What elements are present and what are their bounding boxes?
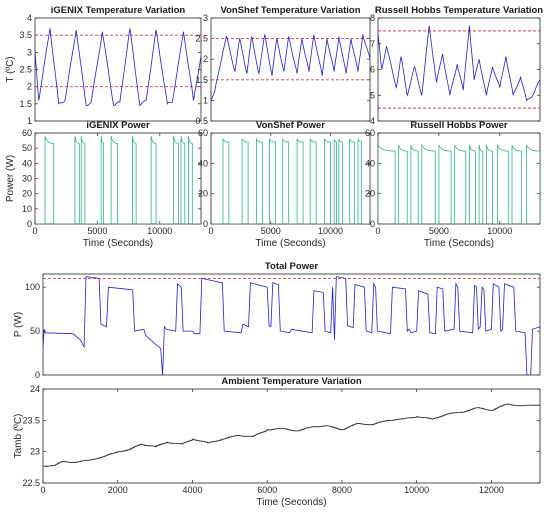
plot-area-frame [210, 17, 371, 122]
y-tick-label: 2 [203, 54, 208, 64]
igenix-temperature-chart: iGENIX Temperature Variation 1 1.5 2 2.5 3 3.5… [5, 5, 202, 126]
y-axis-label: T (ºC) [5, 56, 16, 82]
ambient-temperature-chart: Ambient Temperature Variation 22.5 23 23.5 2… [13, 376, 541, 508]
y-tick-label: 40 [22, 158, 32, 168]
igenix-power-chart: iGENIX Power 0 10 20 30 40 50 60 0 5000 10000 Time … [5, 120, 202, 249]
plot-area-frame [42, 273, 541, 376]
y-tick-label: 2 [27, 82, 32, 92]
x-axis-label: Time (Seconds) [256, 497, 326, 508]
y-tick-label: 100 [25, 282, 40, 292]
y-tick-label: 22.5 [22, 478, 40, 488]
x-tick-label: 6000 [257, 485, 277, 495]
vonshef-temperature-chart: VonShef Temperature Variation 0.5 1 1.5 2 2.5… [195, 5, 371, 126]
x-axis-label: Time (Seconds) [255, 238, 325, 249]
y-tick-label: 40 [198, 158, 208, 168]
y-tick-label: 1 [27, 116, 32, 126]
y-tick-label: 23 [30, 447, 40, 457]
y-tick-label: 8 [370, 13, 375, 23]
x-axis-label: Time (Seconds) [424, 238, 494, 249]
y-tick-label: 50 [22, 143, 32, 153]
y-tick-label: 3 [203, 13, 208, 23]
x-tick-label: 5000 [87, 226, 107, 236]
plot-area-frame [34, 17, 202, 122]
russell-hobbs-power-chart: Russell Hobbs Power 0 20 40 60 0 5000 10000 Time… [365, 120, 541, 249]
series-line [43, 403, 540, 467]
y-tick-label: 0 [27, 219, 32, 229]
x-tick-label: 10000 [147, 226, 172, 236]
series-line [35, 28, 201, 107]
y-tick-label: 23.5 [22, 415, 40, 425]
y-axis-label: Power (W) [5, 155, 16, 202]
x-tick-label: 0 [208, 226, 213, 236]
series-line [43, 276, 540, 375]
y-tick-label: 0 [35, 370, 40, 380]
y-axis-label: Tamb (ºC) [13, 414, 24, 459]
total-power-chart: Total Power 0 50 100 P (W) [13, 261, 541, 380]
series-line [211, 137, 370, 224]
x-tick-label: 8000 [332, 485, 352, 495]
plot-area-frame [210, 132, 371, 225]
x-tick-label: 2000 [108, 485, 128, 495]
y-tick-label: 1.5 [19, 99, 32, 109]
chart-title: Ambient Temperature Variation [221, 376, 361, 387]
y-tick-label: 4 [370, 116, 375, 126]
y-tick-label: 4 [27, 13, 32, 23]
x-tick-label: 5000 [429, 226, 449, 236]
y-tick-label: 0 [203, 219, 208, 229]
chart-title: iGENIX Temperature Variation [51, 5, 186, 16]
y-tick-label: 40 [365, 158, 375, 168]
plot-area-frame [34, 132, 202, 225]
y-tick-label: 60 [365, 128, 375, 138]
vonshef-power-chart: VonShef Power 0 20 40 60 0 5000 10000 Time (Seco… [198, 120, 371, 249]
series-line [35, 135, 201, 224]
y-tick-label: 30 [22, 174, 32, 184]
x-axis-label: Time (Seconds) [83, 238, 153, 249]
plot-area-frame [42, 388, 541, 484]
plot-area-frame [377, 132, 541, 225]
x-tick-label: 0 [40, 485, 45, 495]
chart-title: VonShef Temperature Variation [220, 5, 360, 16]
russell-hobbs-temperature-chart: Russell Hobbs Temperature Variation 4 5 6 7 8 [370, 5, 543, 126]
chart-title: Russell Hobbs Temperature Variation [375, 5, 543, 16]
y-tick-label: 50 [30, 326, 40, 336]
x-tick-label: 10000 [318, 226, 343, 236]
plot-area-frame [377, 17, 541, 122]
y-tick-label: 1 [203, 95, 208, 105]
y-tick-label: 60 [22, 128, 32, 138]
y-tick-label: 20 [22, 189, 32, 199]
y-tick-label: 20 [198, 189, 208, 199]
y-tick-label: 0.5 [195, 116, 208, 126]
y-tick-label: 3 [27, 47, 32, 57]
x-tick-label: 5000 [261, 226, 281, 236]
chart-title: VonShef Power [256, 120, 325, 131]
y-tick-label: 60 [198, 128, 208, 138]
x-tick-label: 0 [375, 226, 380, 236]
y-tick-label: 3.5 [19, 30, 32, 40]
x-tick-label: 10000 [404, 485, 429, 495]
series-line [378, 25, 540, 102]
chart-title: Total Power [265, 261, 318, 272]
y-tick-label: 20 [365, 189, 375, 199]
y-tick-label: 1.5 [195, 75, 208, 85]
x-tick-label: 12000 [479, 485, 504, 495]
x-tick-label: 10000 [487, 226, 512, 236]
y-tick-label: 2.5 [195, 34, 208, 44]
series-line [211, 34, 370, 101]
x-tick-label: 0 [32, 226, 37, 236]
y-tick-label: 10 [22, 204, 32, 214]
y-tick-label: 7 [370, 39, 375, 49]
y-axis-label: P (W) [13, 312, 24, 337]
y-tick-label: 0 [370, 219, 375, 229]
series-line [378, 143, 540, 224]
chart-title: Russell Hobbs Power [410, 120, 507, 131]
x-tick-label: 4000 [182, 485, 202, 495]
chart-title: iGENIX Power [86, 120, 150, 131]
y-tick-label: 24 [30, 384, 40, 394]
y-tick-label: 5 [370, 90, 375, 100]
y-tick-label: 6 [370, 65, 375, 75]
y-tick-label: 2.5 [19, 65, 32, 75]
